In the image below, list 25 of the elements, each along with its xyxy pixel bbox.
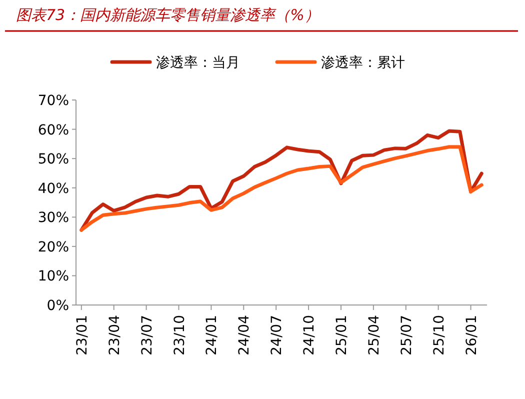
x-tick-label: 25/10 [431, 315, 448, 356]
y-tick-label: 50% [38, 152, 69, 168]
x-tick-label: 23/01 [74, 315, 90, 356]
y-tick-label: 70% [38, 93, 69, 109]
legend-label: 渗透率：累计 [321, 55, 405, 71]
x-tick-label: 24/04 [236, 314, 253, 356]
y-tick-label: 20% [38, 239, 69, 256]
x-tick-label: 23/10 [172, 315, 188, 356]
x-tick-label: 25/04 [366, 314, 382, 356]
x-tick-label: 23/04 [106, 314, 123, 356]
x-tick-label: 24/01 [204, 315, 220, 356]
x-tick-label: 24/10 [302, 315, 318, 356]
y-tick-label: 0% [46, 298, 69, 314]
x-tick-label: 25/01 [334, 315, 350, 356]
y-tick-label: 30% [38, 210, 69, 226]
y-tick-label: 60% [38, 122, 69, 138]
line-series [80, 145, 484, 232]
y-tick-label: 10% [38, 268, 69, 285]
legend-label: 渗透率：当月 [156, 55, 240, 71]
x-tick-label: 23/07 [139, 315, 156, 356]
x-tick-label: 26/01 [464, 315, 480, 356]
y-tick-label: 40% [38, 180, 69, 197]
x-tick-label: 24/07 [269, 315, 286, 356]
chart-title: 图表73：国内新能源车零售销量渗透率（%） [16, 6, 320, 24]
x-tick-label: 25/07 [398, 315, 415, 356]
